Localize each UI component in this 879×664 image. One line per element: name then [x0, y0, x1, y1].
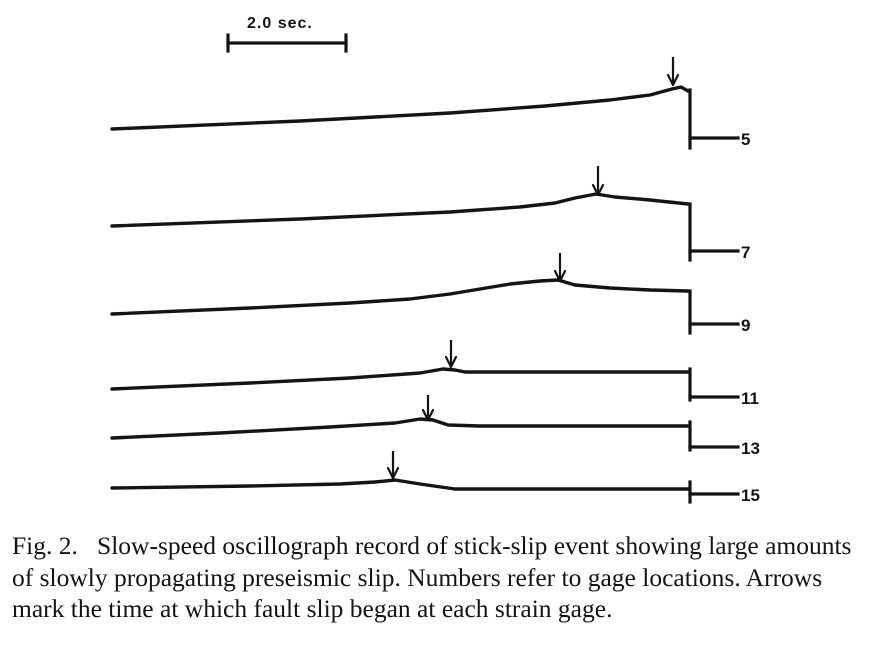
strain-trace — [110, 192, 690, 228]
trace-gage-5: 5 — [110, 57, 750, 150]
strain-trace — [110, 85, 690, 131]
strain-trace — [110, 367, 690, 391]
gage-label-15: 15 — [741, 486, 760, 505]
time-scale-label: 2.0 sec. — [247, 15, 313, 32]
trace-gage-13: 13 — [110, 395, 760, 458]
strain-trace — [110, 278, 690, 316]
figure-caption: Fig. 2. Slow-speed oscillograph record o… — [12, 530, 872, 625]
slip-onset-arrow — [386, 451, 400, 480]
trace-gage-11: 11 — [110, 340, 759, 408]
slip-onset-arrow — [553, 253, 567, 283]
trace-gage-7: 7 — [110, 166, 750, 262]
gage-label-11: 11 — [741, 389, 759, 408]
slip-onset-arrow — [666, 57, 680, 87]
caption-label: Fig. 2. — [12, 531, 78, 560]
oscillograph-figure: 2.0 sec. 5 7 9 — [110, 15, 760, 505]
gage-label-5: 5 — [741, 130, 750, 149]
strain-trace — [110, 417, 690, 440]
slip-onset-arrow — [444, 340, 458, 369]
trace-gage-9: 9 — [110, 253, 750, 335]
gage-label-13: 13 — [741, 439, 760, 458]
gage-label-9: 9 — [741, 316, 750, 335]
time-scale-bar: 2.0 sec. — [226, 15, 348, 53]
slip-onset-arrow — [591, 166, 605, 197]
gage-label-7: 7 — [741, 243, 750, 262]
caption-text: Slow-speed oscillograph record of stick-… — [12, 531, 852, 623]
strain-trace — [110, 478, 690, 491]
trace-gage-15: 15 — [110, 451, 760, 505]
slip-onset-arrow — [421, 395, 435, 422]
